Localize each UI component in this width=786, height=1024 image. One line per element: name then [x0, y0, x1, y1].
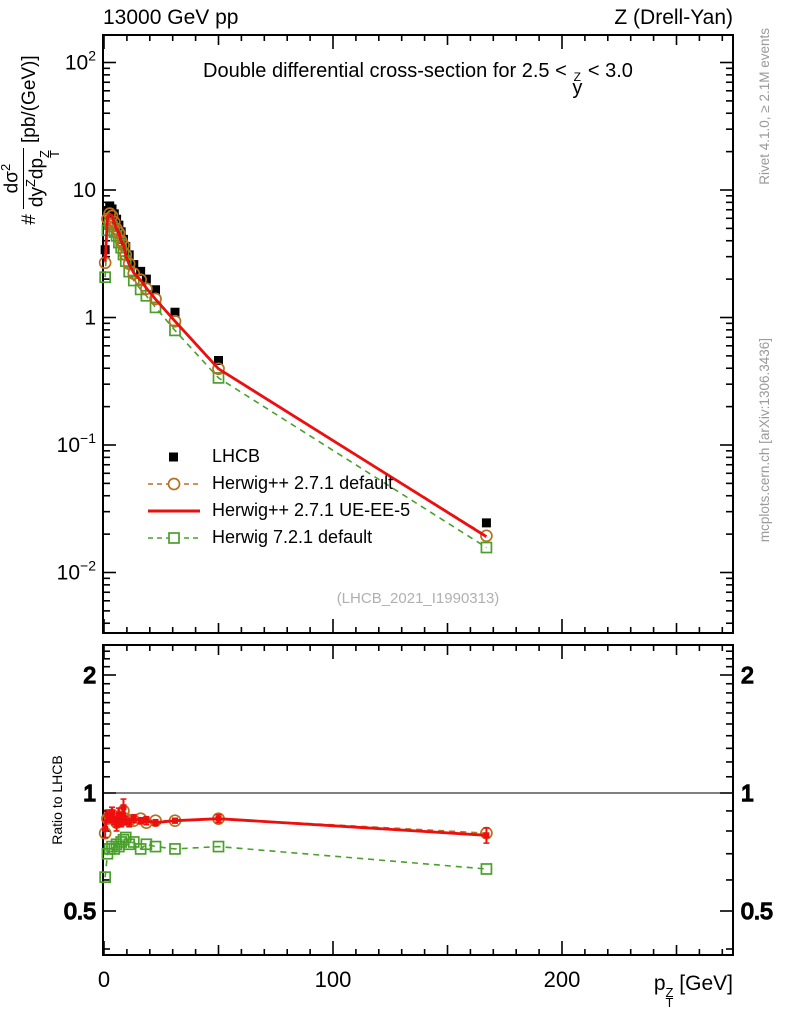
x-tick-labels: 0 100 200: [98, 967, 580, 992]
x-tick-label: 0: [98, 967, 110, 992]
ratio-tick-label-left: 0.5: [64, 898, 96, 924]
lhcb-marker-icon: [169, 452, 178, 461]
plot-title: Double differential cross-section for 2.…: [203, 60, 633, 99]
y-tick-label: 10−2: [57, 558, 97, 585]
x-tick-label: 100: [315, 967, 352, 992]
y-tick-label: 1: [84, 307, 96, 330]
ratio-tick-label-left: 1: [83, 780, 96, 806]
legend-item-lhcb: LHCB: [146, 443, 410, 470]
main-y-ticks: [103, 61, 733, 625]
legend-item-herwigpp-default: Herwig++ 2.7.1 default: [146, 470, 410, 497]
herwig721-default-marker-icon: [148, 531, 200, 544]
main-plot-series: [98, 201, 493, 554]
mcplots-reference-note: mcplots.cern.ch [arXiv:1306.3436]: [757, 338, 772, 543]
herwigpp-ueee5-line-icon: [148, 509, 200, 512]
beam-energy-label: 13000 GeV pp: [103, 6, 239, 29]
legend-item-herwig721-default: Herwig 7.2.1 default: [146, 524, 410, 551]
y-tick-label: 10−1: [57, 430, 97, 457]
ratio-axis-label: Ratio to LHCB: [49, 755, 65, 845]
main-y-tick-labels: 102 10 1 10−1 10−2: [57, 48, 97, 585]
y-tick-label: 10: [73, 179, 96, 202]
x-tick-label: 200: [544, 967, 581, 992]
ratio-herwig721: [99, 831, 493, 884]
ratio-series: [98, 798, 493, 884]
ratio-tick-label-left: 2: [83, 662, 96, 688]
ratio-tick-label-right: 2: [741, 662, 754, 688]
panel-frames: [102, 34, 734, 956]
ratio-tick-label-right: 0.5: [741, 898, 773, 924]
ratio-tick-label-right: 1: [741, 780, 754, 806]
y-tick-label: 102: [65, 48, 96, 75]
rivet-version-note: Rivet 4.1.0, ≥ 2.1M events: [757, 28, 772, 185]
process-label: Z (Drell-Yan): [614, 6, 733, 29]
ratio-herwigpp-ueee5: [102, 798, 490, 844]
ratio-y-ticks: 2 2 1 1 0.5 0.5: [63, 650, 774, 950]
analysis-id-watermark: (LHCB_2021_I1990313): [336, 590, 500, 607]
legend-item-herwigpp-ueee5: Herwig++ 2.7.1 UE-EE-5: [146, 497, 410, 524]
herwigpp-default-marker-icon: [148, 477, 200, 490]
legend: LHCB Herwig++ 2.7.1 default Herwig++ 2.7…: [146, 443, 410, 551]
series-herwigpp-ueee5: [103, 212, 488, 538]
